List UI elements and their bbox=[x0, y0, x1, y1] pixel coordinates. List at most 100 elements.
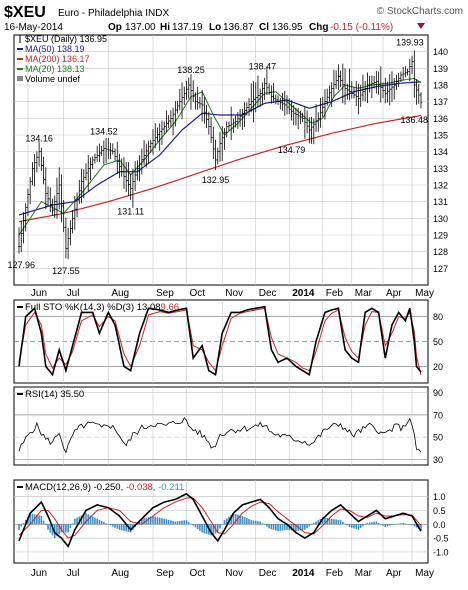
macd-histogram-bar bbox=[179, 520, 181, 525]
macd-histogram-bar bbox=[391, 524, 393, 525]
macd-histogram-bar bbox=[243, 517, 246, 525]
macd-histogram-bar bbox=[20, 524, 23, 527]
macd-signal-line bbox=[18, 497, 422, 539]
macd-histogram-bar bbox=[98, 519, 101, 525]
price-annotation: 139.93 bbox=[396, 38, 424, 48]
price-tick-label: 139 bbox=[433, 64, 448, 74]
macd-histogram-bar bbox=[377, 522, 380, 525]
macd-histogram-bar bbox=[161, 518, 163, 525]
rsi-tick-label: 50 bbox=[433, 433, 443, 443]
rsi-panel-frame bbox=[13, 386, 429, 466]
macd-histogram-bar bbox=[219, 524, 221, 529]
macd-histogram-bar bbox=[107, 524, 110, 525]
stochastic-tick-label: 20 bbox=[433, 362, 443, 372]
x-tick-label: Sep bbox=[156, 288, 174, 299]
macd-histogram-bar bbox=[165, 519, 168, 525]
legend-value: 13.08 bbox=[137, 302, 161, 313]
macd-histogram-bar bbox=[304, 524, 306, 530]
macd-histogram-bar bbox=[205, 524, 208, 534]
macd-histogram-bar bbox=[112, 524, 114, 527]
macd-histogram-bar bbox=[170, 520, 172, 525]
macd-histogram-bar bbox=[225, 518, 228, 525]
legend-swatch bbox=[17, 76, 23, 81]
x-tick-label: Nov bbox=[225, 568, 243, 579]
macd-histogram-bar bbox=[158, 517, 161, 525]
macd-histogram-bar bbox=[317, 520, 320, 525]
macd-histogram-bar bbox=[125, 524, 127, 532]
legend-label: $XEU (Daily) 136.95 bbox=[25, 34, 107, 44]
price-annotation: 132.95 bbox=[202, 175, 230, 185]
price-tick-label: 138 bbox=[433, 81, 448, 91]
symbol-title: $XEU bbox=[4, 4, 46, 21]
price-annotation: 134.16 bbox=[25, 133, 53, 143]
x-axis-labels: Jun Jul Aug Sep Oct Nov Dec 2014 Feb Mar Apr May Jun… bbox=[31, 288, 434, 579]
macd-histogram-bar bbox=[397, 523, 400, 525]
price-annotation: 127.55 bbox=[52, 266, 80, 276]
macd-histogram-bar bbox=[56, 524, 58, 537]
macd-histogram-bar bbox=[109, 524, 112, 526]
price-bars bbox=[17, 50, 423, 260]
quote-date: 16-May-2014 bbox=[4, 22, 63, 33]
price-annotation: 138.25 bbox=[177, 65, 205, 75]
macd-histogram-bar bbox=[353, 524, 355, 529]
macd-histogram-bar bbox=[167, 519, 170, 525]
macd-histogram-bar bbox=[230, 514, 232, 525]
macd-histogram-bar bbox=[221, 524, 224, 525]
macd-histogram-bar bbox=[263, 524, 266, 525]
legend-label: Full STO %K(14,3) %D(3) 13.089.66 bbox=[25, 302, 179, 313]
x-tick-label: Nov bbox=[225, 288, 243, 299]
macd-histogram-bar bbox=[355, 524, 358, 530]
x-tick-label: Sep bbox=[156, 568, 174, 579]
change-value: -0.15 (-0.11%) bbox=[330, 22, 393, 33]
macd-histogram-bar bbox=[295, 524, 297, 532]
macd-histogram-bar bbox=[82, 514, 85, 525]
macd-histogram-bar bbox=[114, 524, 116, 528]
legend-value: -0.038, bbox=[126, 482, 158, 493]
macd-histogram-bar bbox=[328, 518, 331, 525]
x-tick-label: May bbox=[415, 288, 434, 299]
x-tick-label: Aug bbox=[111, 288, 129, 299]
price-annotation: 134.52 bbox=[90, 127, 118, 137]
macd-histogram-bar bbox=[246, 518, 248, 525]
macd-histogram-bar bbox=[89, 515, 92, 525]
rsi-legend: RSI(14) 35.50 bbox=[17, 389, 84, 400]
macd-histogram-bar bbox=[192, 524, 194, 526]
macd-histogram-bar bbox=[261, 523, 264, 525]
macd-histogram-bar bbox=[181, 520, 183, 525]
macd-histogram-bar bbox=[203, 524, 206, 534]
price-tick-label: 135 bbox=[433, 131, 448, 141]
macd-histogram-bar bbox=[138, 521, 141, 525]
legend-label: Volume undef bbox=[25, 74, 81, 84]
macd-histogram-bar bbox=[330, 518, 333, 525]
macd-histogram-bar bbox=[346, 524, 349, 526]
macd-histogram-bar bbox=[420, 524, 422, 531]
macd-histogram-bar bbox=[406, 523, 409, 525]
high-label: Hi bbox=[160, 22, 170, 33]
macd-histogram-bar bbox=[69, 524, 72, 528]
macd-histogram-bar bbox=[344, 523, 346, 525]
macd-histogram-bar bbox=[22, 523, 25, 525]
macd-histogram-bar bbox=[371, 522, 373, 525]
macd-histogram-bar bbox=[60, 524, 63, 533]
low-value: 136.87 bbox=[223, 22, 254, 33]
price-tick-label: 131 bbox=[433, 197, 448, 207]
x-tick-label: Jun bbox=[31, 288, 47, 299]
price-grid bbox=[14, 35, 428, 285]
price-tick-label: 134 bbox=[433, 147, 448, 157]
macd-histogram-bar bbox=[216, 524, 219, 533]
stochastic-d-line bbox=[18, 307, 422, 376]
macd-histogram-bar bbox=[74, 518, 76, 525]
price-annotation: 127.96 bbox=[7, 260, 35, 270]
x-tick-label: Feb bbox=[326, 568, 344, 579]
macd-histogram-bar bbox=[259, 521, 261, 525]
macd-histogram-bar bbox=[357, 524, 360, 530]
stochastic-grid bbox=[14, 300, 428, 383]
macd-histogram-bar bbox=[96, 518, 98, 525]
open-label: Op bbox=[108, 22, 122, 33]
macd-histogram-bar bbox=[239, 515, 241, 525]
price-annotation: 138.47 bbox=[249, 62, 277, 72]
macd-histogram-bar bbox=[384, 524, 387, 528]
macd-histogram-bar bbox=[277, 524, 279, 532]
